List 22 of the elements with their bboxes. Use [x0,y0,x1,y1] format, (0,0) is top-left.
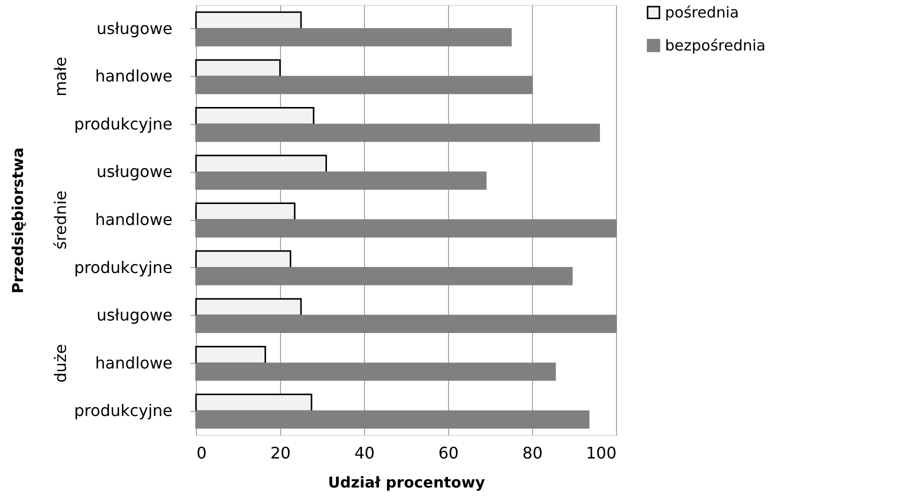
y-tick-label: produkcyjne [74,114,172,134]
y-tick-label: produkcyjne [74,401,172,420]
legend-label: bezpośrednia [665,36,766,54]
text: średnie [51,190,70,250]
x-tick-label: 60 [438,444,459,462]
legend-label: pośrednia [665,4,739,22]
x-tick-label: 0 [196,444,207,462]
x-axis-title: Udział procentowy [328,474,486,492]
y-axis-title: Przedsiębiorstwa [9,148,28,294]
x-tick-label: 80 [522,444,543,462]
text: duże [51,344,70,383]
y-tick-label: usługowe [96,18,172,38]
x-tick-label: 20 [270,444,291,462]
y-tick-label: usługowe [96,162,172,182]
y-tick-label: handlowe [95,353,172,372]
text: małe [51,56,70,97]
x-tick-label: 40 [354,444,375,462]
y-tick-label: produkcyjne [74,258,172,277]
y-tick-label: usługowe [96,306,172,325]
x-tick-label: 100 [586,444,616,462]
y-tick-label: handlowe [95,210,172,229]
y-tick-label: handlowe [95,66,172,86]
